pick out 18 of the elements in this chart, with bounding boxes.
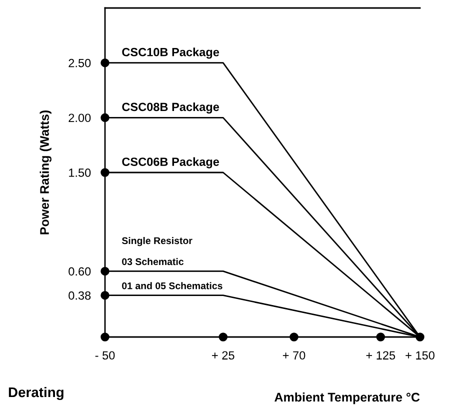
series-label: CSC06B Package <box>122 157 220 168</box>
x-tick-label: + 70 <box>282 351 306 360</box>
y-axis-title: Power Rating (Watts) <box>40 110 52 234</box>
series-label: CSC10B Package <box>122 48 220 59</box>
y-tick-label: 2.50 <box>68 58 91 68</box>
x-tick-label: + 150 <box>406 351 434 360</box>
series-label: 01 and 05 Schematics <box>122 282 222 290</box>
series-label: CSC08B Package <box>122 102 220 114</box>
x-tick-label: + 125 <box>366 351 396 360</box>
text: Derating <box>8 386 64 400</box>
text: Single Resistor 03 Schematic <box>122 236 192 266</box>
x-axis-title: Ambient Temperature °C <box>274 392 420 404</box>
y-tick-label: 0.38 <box>68 291 91 300</box>
x-tick-label: + 25 <box>212 351 234 360</box>
y-tick-label: 0.60 <box>68 267 91 276</box>
x-tick-label: - 50 <box>95 351 115 360</box>
y-tick-label: 2.00 <box>68 114 91 122</box>
y-tick-label: 1.50 <box>69 168 91 177</box>
